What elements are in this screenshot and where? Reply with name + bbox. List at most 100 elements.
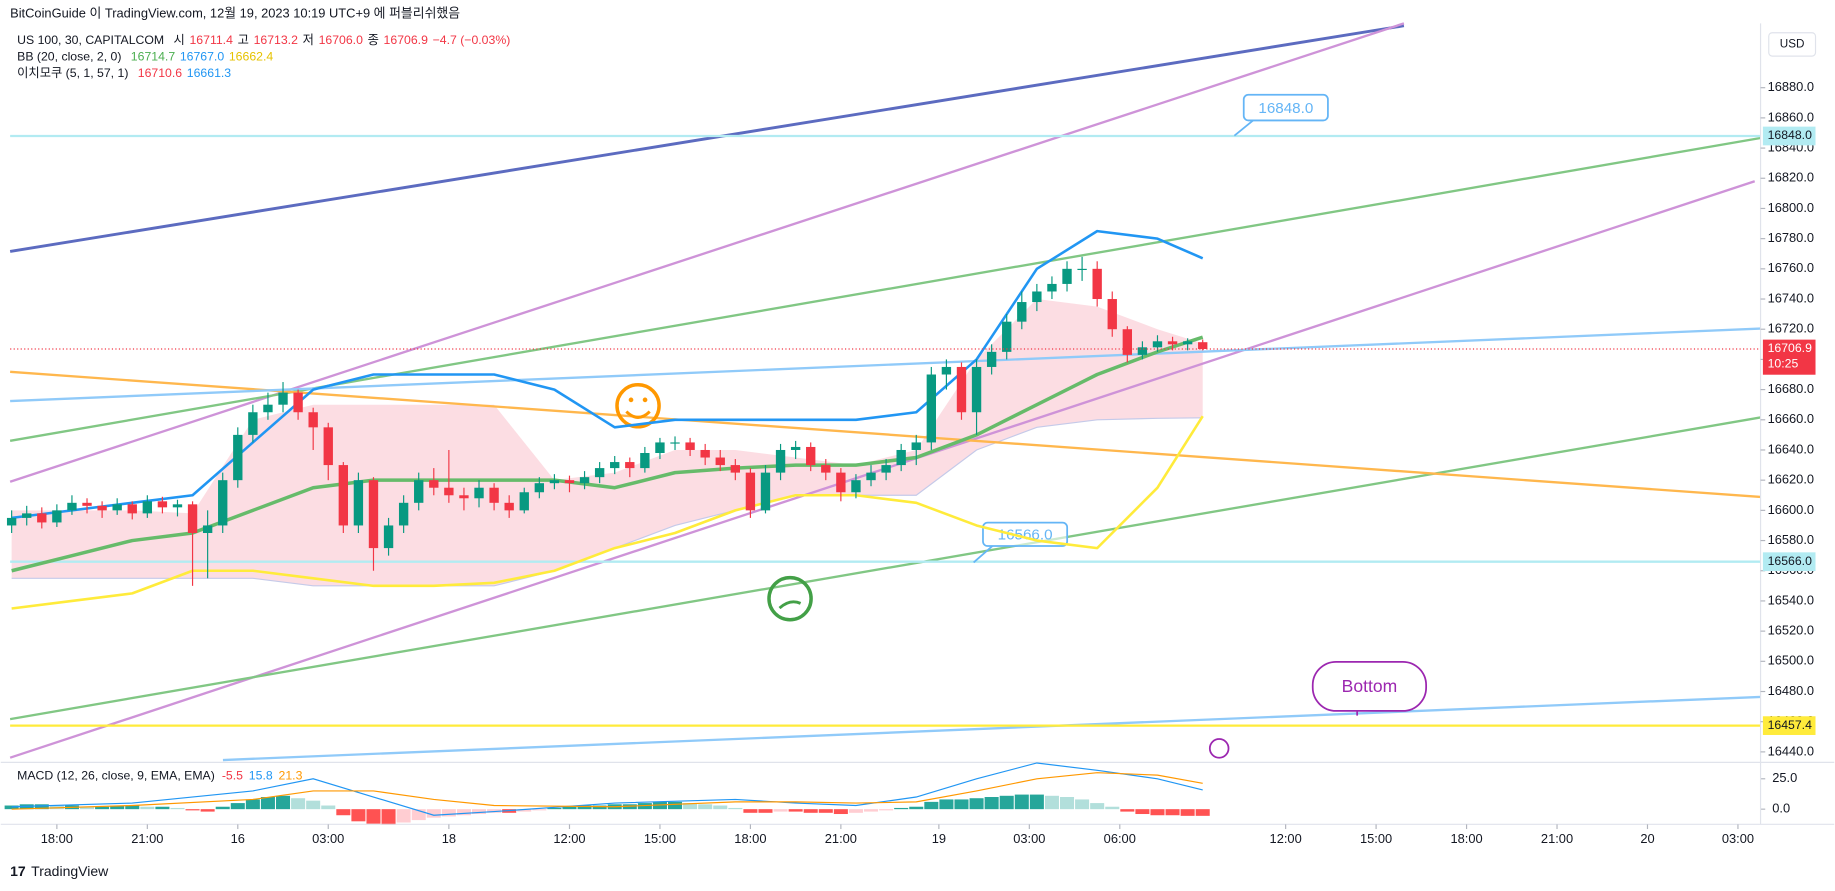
macd-histogram-bar xyxy=(291,798,306,810)
candle-body xyxy=(444,487,454,496)
candle-body xyxy=(1167,341,1178,345)
macd-readout: -5.5 xyxy=(222,769,243,783)
candle-body xyxy=(1152,341,1163,348)
y-tick-label: 16540.0 xyxy=(1768,592,1814,607)
y-tick-label: 16740.0 xyxy=(1768,290,1814,305)
callout-pointer xyxy=(973,545,993,564)
callout-box xyxy=(1311,660,1428,712)
legend-item: 시 xyxy=(174,33,185,47)
candle-body xyxy=(594,468,605,478)
macd-histogram-bar xyxy=(230,803,245,810)
candle-body xyxy=(670,442,680,444)
macd-line xyxy=(11,762,1203,816)
candle-body xyxy=(519,492,529,511)
macd-histogram-bar xyxy=(1135,809,1150,815)
candle-body xyxy=(187,504,198,534)
callout-pointer xyxy=(1233,119,1254,137)
legend-item: 저 xyxy=(303,33,314,47)
drawings: 16848.0 16566.0 Bottom xyxy=(9,22,1761,762)
y-tick-label: 16820.0 xyxy=(1768,170,1814,185)
macd-histogram-bar xyxy=(200,809,215,812)
callout-box xyxy=(982,521,1069,547)
macd-histogram-bar xyxy=(668,801,683,810)
macd-histogram-bar xyxy=(215,806,230,810)
candle-body xyxy=(353,480,364,526)
candle-body xyxy=(414,480,424,503)
x-tick-label: 18:00 xyxy=(1450,831,1482,846)
smiley-eye xyxy=(642,397,648,403)
x-tick-label: 18:00 xyxy=(734,831,766,846)
candle-body xyxy=(610,462,620,469)
y-tick-label: 16500.0 xyxy=(1768,653,1814,668)
currency: USD xyxy=(1780,38,1805,51)
legend-item: 16767.0 xyxy=(180,50,225,64)
macd-histogram-bar xyxy=(1195,809,1210,816)
macd-histogram-bar xyxy=(426,809,441,818)
candle-body xyxy=(775,449,786,473)
legend-item: 16710.6 xyxy=(138,66,183,80)
macd-histogram-bar xyxy=(306,800,321,810)
macd-histogram-bar xyxy=(999,795,1014,810)
macd-histogram-bar xyxy=(185,809,200,811)
macd-histogram-bar xyxy=(1150,809,1165,816)
footer-logo: TradingView xyxy=(31,863,109,879)
macd-histogram-bar xyxy=(848,809,863,813)
candle-body xyxy=(579,477,590,484)
candle-body xyxy=(459,495,469,499)
macd-histogram-bar xyxy=(125,805,140,810)
candle-body xyxy=(504,502,514,511)
publish-header: BitCoinGuide 이 TradingView.com, 12월 19, … xyxy=(10,5,460,20)
macd-readout: 21.3 xyxy=(279,769,303,783)
candle-body xyxy=(806,446,816,466)
candle-body xyxy=(1137,347,1148,355)
candle-body xyxy=(1182,341,1193,345)
candle-body xyxy=(851,480,861,493)
candle-body xyxy=(700,449,710,458)
candle-body xyxy=(157,501,168,508)
candle-body xyxy=(790,446,801,450)
candle-body xyxy=(881,465,891,473)
macd-histogram-bar xyxy=(1105,806,1120,810)
candle-body xyxy=(971,366,982,413)
candle-body xyxy=(278,392,288,405)
candle-body xyxy=(398,502,409,526)
y-tick-label: 16440.0 xyxy=(1768,743,1814,758)
macd-histogram-bar xyxy=(728,807,743,810)
candle-body xyxy=(821,465,831,473)
macd-histogram-bar xyxy=(909,806,924,810)
candle-body xyxy=(248,412,258,435)
macd-histogram-bar xyxy=(1060,797,1075,810)
candle-body xyxy=(745,472,756,511)
macd-histogram-bar xyxy=(351,809,366,822)
macd-histogram-bar xyxy=(366,809,381,824)
macd-histogram-bar xyxy=(592,805,607,810)
x-tick-label: 18:00 xyxy=(41,831,73,846)
last-price-tag xyxy=(1762,339,1816,375)
macd-histogram-bar xyxy=(894,807,909,810)
alert-icon xyxy=(1208,738,1230,759)
macd-histogram-bar xyxy=(1029,794,1044,810)
macd-histogram-bar xyxy=(260,797,275,810)
macd-histogram-bar xyxy=(411,809,426,821)
candle-body xyxy=(263,404,273,413)
x-tick-label: 15:00 xyxy=(644,831,676,846)
smiley-eye xyxy=(628,397,634,403)
candle-body xyxy=(338,465,349,526)
macd-histogram-bar xyxy=(562,806,577,810)
legend-item: 16713.2 xyxy=(254,33,299,47)
currency-box xyxy=(1768,32,1817,57)
x-tick-label: 12:00 xyxy=(553,831,585,846)
x-tick-label: 15:00 xyxy=(1360,831,1392,846)
candle-body xyxy=(1047,283,1057,292)
x-tick-label: 06:00 xyxy=(1104,831,1136,846)
indicator-line xyxy=(11,415,1204,610)
candle-body xyxy=(655,442,665,453)
candle-body xyxy=(730,465,741,473)
macd-histogram-bar xyxy=(864,809,879,812)
macd-histogram-bar xyxy=(155,806,170,810)
legend-item: −4.7 (−0.03%) xyxy=(433,33,511,47)
candle-body xyxy=(37,513,47,523)
macd-histogram-bar xyxy=(698,804,713,810)
macd-histogram-bar xyxy=(1180,809,1195,816)
macd-histogram-bar xyxy=(788,809,803,812)
